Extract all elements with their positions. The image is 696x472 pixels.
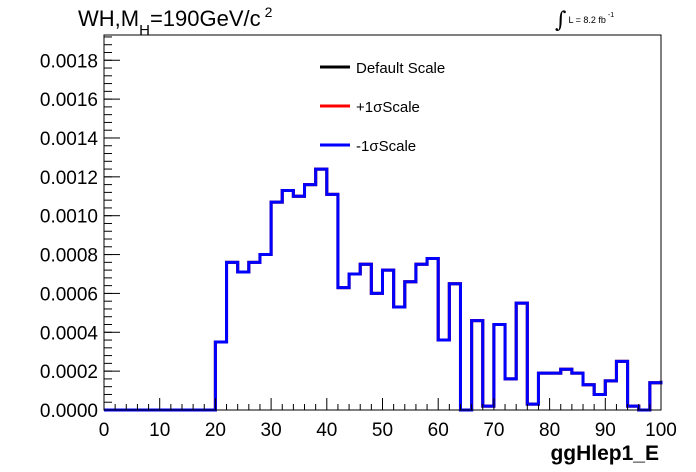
x-tick-label: 100: [645, 420, 677, 441]
y-tick-label: 0.0004: [40, 323, 99, 344]
legend-label-0: Default Scale: [356, 60, 445, 77]
y-tick-label: 0.0010: [40, 207, 98, 228]
luminosity-superscript: -1: [607, 12, 615, 19]
legend-label-1: +1σScale: [356, 99, 420, 116]
x-tick-label: 70: [483, 420, 504, 441]
x-tick-label: 50: [372, 420, 393, 441]
y-tick-label: 0.0006: [40, 284, 98, 305]
series-line-2: [104, 167, 663, 412]
y-tick-label: 0.0014: [40, 129, 99, 150]
series-layer: [104, 167, 663, 412]
y-tick-label: 0.0016: [40, 90, 98, 111]
plot-frame: [103, 34, 662, 411]
x-tick-label: 90: [595, 420, 616, 441]
y-tick-label: 0.0000: [40, 401, 98, 422]
chart-title-superscript: 2: [264, 4, 273, 20]
x-tick-label: 60: [428, 420, 449, 441]
y-tick-label: 0.0012: [40, 168, 98, 189]
chart-title-main: =190GeV/c: [149, 6, 261, 31]
legend: Default Scale +1σScale -1σScale: [320, 60, 445, 155]
y-tick-label: 0.0018: [40, 51, 98, 72]
x-tick-label: 30: [261, 420, 282, 441]
chart-title: WH,MH=190GeV/c 2: [78, 4, 273, 39]
chart-title-subscript: H: [139, 22, 150, 39]
y-tick-label: 0.0008: [40, 246, 98, 267]
x-tick-label: 40: [316, 420, 337, 441]
x-tick-label: 80: [539, 420, 560, 441]
x-axis-title: ggHlep1_E: [550, 442, 659, 465]
x-tick-label: 0: [99, 420, 110, 441]
x-tick-label: 20: [205, 420, 226, 441]
luminosity-annotation: ∫ L = 8.2 fb -1: [555, 8, 614, 33]
y-axis: 0.0000 0.0002 0.0004 0.0006 0.0008 0.0010 0.00…: [40, 36, 120, 422]
integral-symbol: ∫: [555, 8, 567, 33]
y-tick-label: 0.0002: [40, 362, 98, 383]
legend-label-2: -1σScale: [356, 138, 416, 155]
chart-title-prefix: WH,M: [78, 6, 140, 31]
x-tick-label: 10: [149, 420, 170, 441]
x-axis: 0 10 20 30 40 50 60 70 80 90 100: [99, 398, 677, 441]
luminosity-text: L = 8.2 fb: [568, 15, 606, 25]
